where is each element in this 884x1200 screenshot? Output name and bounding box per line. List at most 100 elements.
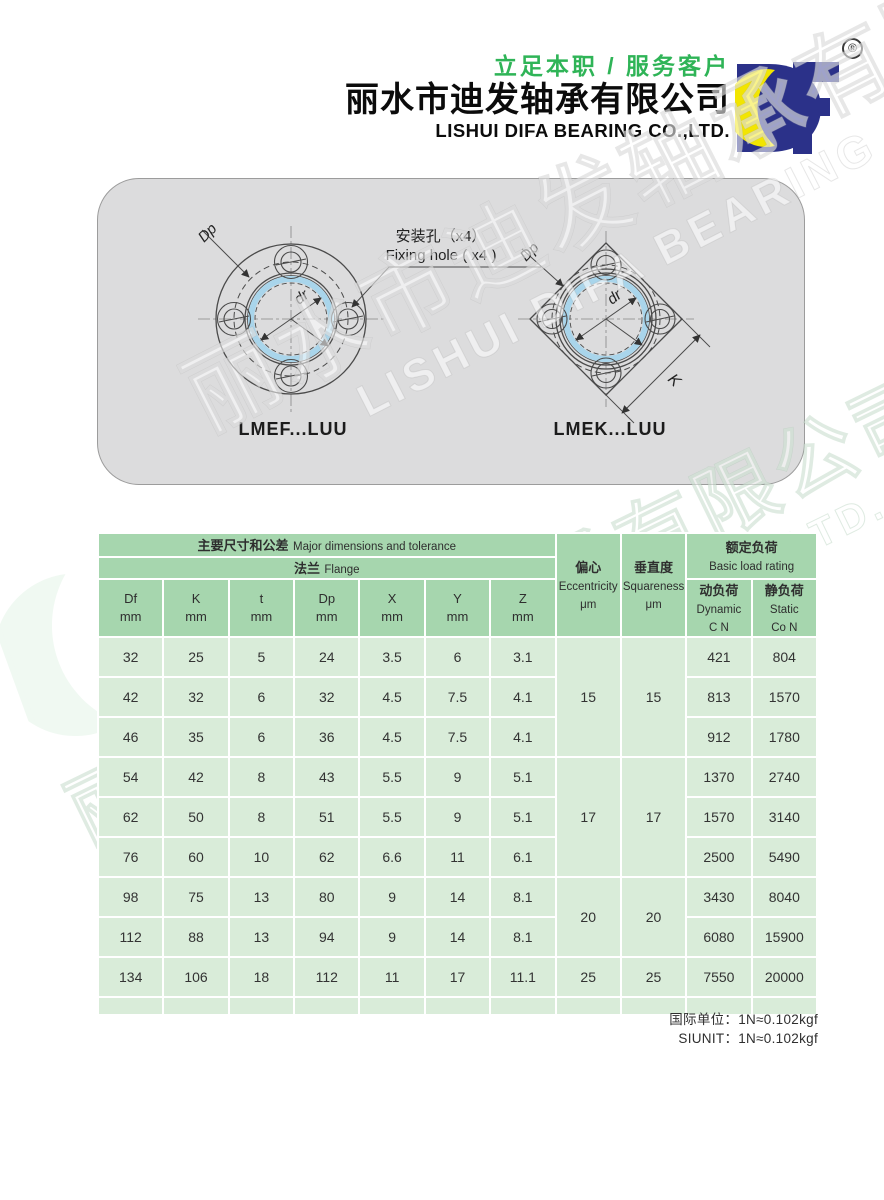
table-cell: 36 <box>293 716 361 758</box>
table-cell: 7.5 <box>423 676 492 718</box>
table-cell: 5.1 <box>489 796 557 838</box>
unit-note: 国际单位：1N≈0.102kgf SIUNIT：1N≈0.102kgf <box>669 1010 818 1048</box>
table-cell: 5.1 <box>489 756 557 798</box>
table-row: 98 75 13 80 9 14 8.1 20 20 3430 8040 <box>96 876 819 958</box>
table-cell: 6.1 <box>489 836 557 878</box>
header-flange: 法兰 Flange <box>97 556 557 580</box>
left-dp-label: Dp <box>195 220 221 246</box>
table-cell: 112 <box>96 916 165 958</box>
table-cell: 75 <box>162 876 230 918</box>
registered-mark: ® <box>842 38 863 59</box>
table-cell: 813 <box>685 676 753 718</box>
col-header-dp: Dp mm <box>293 578 361 638</box>
table-cell: 4.5 <box>358 716 426 758</box>
table-cell: 4.5 <box>358 676 426 718</box>
company-logo: ® <box>735 38 863 158</box>
annotation-leader-line <box>351 266 541 308</box>
df-logo-icon <box>735 62 839 154</box>
fixing-hole-annotation-en: Fixing hole ( x4 ) <box>386 247 497 264</box>
col-header-t: t mm <box>227 578 296 638</box>
table-cell: 2740 <box>750 756 819 798</box>
square-flange-drawing <box>518 231 711 424</box>
table-cell: 17 <box>423 956 492 998</box>
company-slogan: 立足本职 / 服务客户 <box>493 53 730 79</box>
table-row: 76 60 10 62 6.6 11 6.1 2500 5490 <box>96 836 819 878</box>
header-basic-load-rating: 额定负荷 Basic load rating <box>685 532 818 580</box>
table-row: 42 32 6 32 4.5 7.5 4.1 813 1570 <box>96 676 819 718</box>
table-cell: 80 <box>293 876 361 918</box>
table-cell: 11 <box>423 836 492 878</box>
table-cell: 112 <box>293 956 361 998</box>
flange-drawings: Dp dr <box>195 220 711 439</box>
table-row: 54 42 8 43 5.5 9 5.1 17 17 1370 2740 <box>96 756 819 878</box>
table-cell: 32 <box>96 636 165 678</box>
spec-table: 主要尺寸和公差 Major dimensions and tolerance 偏… <box>96 532 819 1016</box>
table-row: 112 88 13 94 9 14 8.1 6080 15900 <box>96 916 819 958</box>
table-cell: 9 <box>358 916 426 958</box>
table-cell: 3430 <box>685 876 753 918</box>
table-cell: 6 <box>227 676 296 718</box>
col-header-dynamic: 动负荷 Dynamic C N <box>685 578 753 638</box>
table-cell: 43 <box>293 756 361 798</box>
right-dp-label: Dp <box>517 239 543 265</box>
table-cell: 98 <box>96 876 165 918</box>
col-header-df: Df mm <box>96 578 165 638</box>
table-cell: 912 <box>685 716 753 758</box>
table-cell: 20000 <box>750 956 819 998</box>
header-major-dimensions: 主要尺寸和公差 Major dimensions and tolerance <box>97 532 557 558</box>
table-cell: 134 <box>96 956 165 998</box>
eccentricity-value: 25 <box>554 956 622 998</box>
eccentricity-value: 17 <box>554 756 622 878</box>
squareness-value: 15 <box>619 636 688 758</box>
table-cell: 8.1 <box>489 916 557 958</box>
table-cell: 32 <box>162 676 230 718</box>
table-cell: 60 <box>162 836 230 878</box>
table-row: 32 25 5 24 3.5 6 3.1 15 15 421 804 <box>96 636 819 758</box>
table-cell: 5.5 <box>358 796 426 838</box>
table-cell: 9 <box>358 876 426 918</box>
table-cell: 54 <box>96 756 165 798</box>
table-row: 46 35 6 36 4.5 7.5 4.1 912 1780 <box>96 716 819 758</box>
table-cell: 2500 <box>685 836 753 878</box>
eccentricity-value: 15 <box>554 636 622 758</box>
right-flange-caption: LMEK...LUU <box>554 419 667 439</box>
round-flange-drawing <box>198 226 384 412</box>
unit-note-cn: 国际单位：1N≈0.102kgf <box>669 1012 818 1027</box>
table-cell: 7.5 <box>423 716 492 758</box>
table-cell: 1570 <box>685 796 753 838</box>
table-cell: 14 <box>423 876 492 918</box>
table-cell: 1570 <box>750 676 819 718</box>
col-header-static: 静负荷 Static Co N <box>750 578 819 638</box>
table-bottom-band <box>96 996 819 1016</box>
table-cell: 6.6 <box>358 836 426 878</box>
unit-note-en: SIUNIT：1N≈0.102kgf <box>678 1031 818 1046</box>
fixing-hole-annotation-cn: 安装孔（x4） <box>396 228 487 245</box>
table-cell: 8040 <box>750 876 819 918</box>
table-row: 62 50 8 51 5.5 9 5.1 1570 3140 <box>96 796 819 838</box>
table-cell: 4.1 <box>489 676 557 718</box>
table-cell: 42 <box>96 676 165 718</box>
table-cell: 46 <box>96 716 165 758</box>
right-dr-label: dr <box>604 286 626 308</box>
header-squareness: 垂直度 Squareness μm <box>619 532 688 638</box>
table-cell: 18 <box>227 956 296 998</box>
table-cell: 9 <box>423 756 492 798</box>
table-cell: 62 <box>293 836 361 878</box>
table-cell: 62 <box>96 796 165 838</box>
table-cell: 51 <box>293 796 361 838</box>
company-name-cn: 丽水市迪发轴承有限公司 <box>345 81 730 119</box>
table-cell: 1370 <box>685 756 753 798</box>
table-cell: 3140 <box>750 796 819 838</box>
squareness-value: 20 <box>619 876 688 958</box>
table-cell: 5.5 <box>358 756 426 798</box>
table-cell: 24 <box>293 636 361 678</box>
table-cell: 6080 <box>685 916 753 958</box>
table-cell: 11.1 <box>489 956 557 998</box>
diagram-panel: Dp dr <box>97 178 805 485</box>
table-cell: 88 <box>162 916 230 958</box>
table-cell: 25 <box>162 636 230 678</box>
